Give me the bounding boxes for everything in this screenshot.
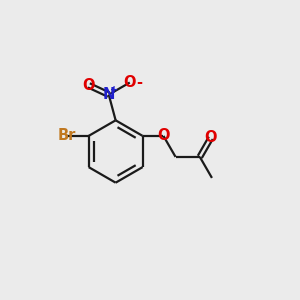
Text: N: N — [103, 87, 115, 102]
Text: O: O — [82, 78, 95, 93]
Text: -: - — [136, 75, 142, 90]
Text: Br: Br — [58, 128, 76, 143]
Text: O: O — [157, 128, 170, 143]
Text: +: + — [110, 85, 118, 95]
Text: O: O — [124, 75, 136, 90]
Text: O: O — [205, 130, 217, 146]
